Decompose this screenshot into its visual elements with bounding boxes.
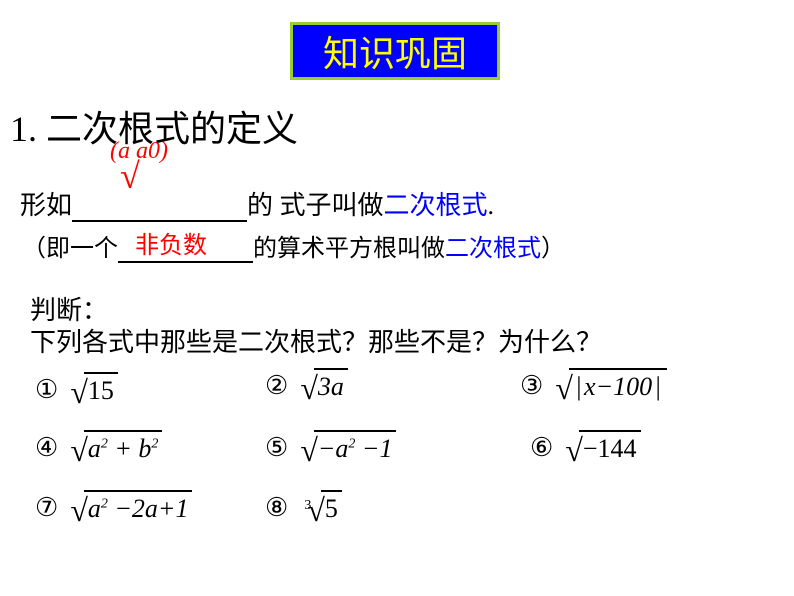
circle-num-1: ① (35, 375, 58, 405)
math-item-2: ② √3a (265, 368, 348, 404)
circle-num-8: ⑧ (265, 493, 288, 523)
circle-num-5: ⑤ (265, 433, 288, 463)
math-item-6: ⑥ √−144 (530, 430, 641, 466)
circle-num-6: ⑥ (530, 433, 553, 463)
circle-num-4: ④ (35, 433, 58, 463)
line1-suffix: 的 式子叫做 (247, 191, 384, 220)
math-item-1: ① √15 (35, 372, 118, 408)
sqrt-8: 3√5 (300, 490, 342, 526)
math-item-3: ③ √|x−100| (520, 368, 667, 404)
line2-prefix: （即一个 (22, 236, 118, 262)
line1-prefix: 形如 (20, 191, 72, 220)
math-item-5: ⑤ √−a2 −1 (265, 430, 396, 466)
title-text: 知识巩固 (323, 25, 467, 77)
math-item-4: ④ √a2 + b2 (35, 430, 162, 466)
line1-end: . (488, 191, 495, 220)
sqrt-2: √3a (300, 368, 348, 404)
definition-line-2: （即一个 的算术平方根叫做二次根式） (22, 228, 565, 263)
blank-2 (118, 261, 253, 263)
line2-end: ） (541, 236, 565, 262)
sqrt-6: √−144 (565, 430, 640, 466)
sqrt-1: √15 (70, 372, 118, 408)
circle-num-2: ② (265, 371, 288, 401)
keyword-1: 二次根式 (384, 191, 488, 220)
blank-1 (72, 220, 247, 222)
circle-num-7: ⑦ (35, 493, 58, 523)
line2-suffix: 的算术平方根叫做 (253, 236, 445, 262)
sqrt-3: √|x−100| (555, 368, 667, 404)
fill-answer: 非负数 (135, 225, 207, 260)
math-item-8: ⑧ 3√5 (265, 490, 342, 526)
sqrt-7: √a2 −2a+1 (70, 490, 192, 526)
math-item-7: ⑦ √a2 −2a+1 (35, 490, 192, 526)
circle-num-3: ③ (520, 371, 543, 401)
definition-line-1: 形如 的 式子叫做二次根式. (20, 185, 494, 222)
title-box: 知识巩固 (290, 22, 500, 80)
sqrt-5: √−a2 −1 (300, 430, 396, 466)
sqrt-4: √a2 + b2 (70, 430, 162, 466)
judge-question: 下列各式中那些是二次根式？那些不是？为什么？ (30, 322, 602, 359)
keyword-2: 二次根式 (445, 236, 541, 262)
